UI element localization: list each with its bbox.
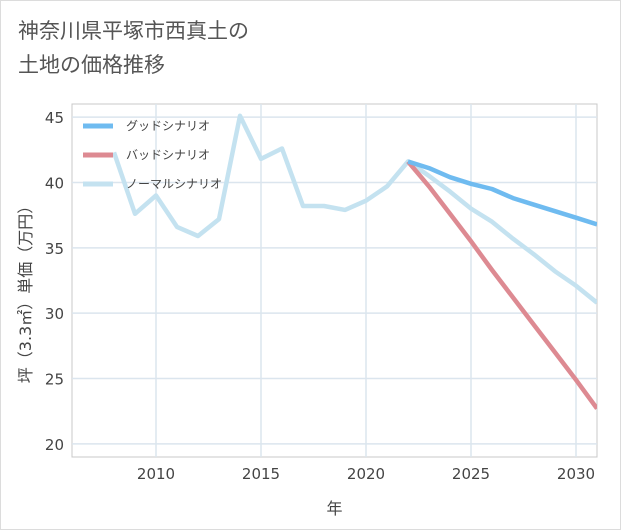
y-tick-label: 25 [45,371,64,389]
title-line-1: 神奈川県平塚市西真土の [18,19,249,43]
y-tick-label: 40 [45,174,64,192]
y-tick-label: 20 [45,436,64,454]
x-tick-label: 2015 [242,465,280,483]
x-tick-label: 2025 [452,465,490,483]
title-line-2: 土地の価格推移 [18,53,165,77]
x-axis-label: 年 [326,499,342,518]
legend-label-2: ノーマルシナリオ [126,177,222,191]
y-tick-label: 30 [45,305,64,323]
series-line-1 [406,160,597,410]
x-tick-label: 2010 [137,465,175,483]
y-axis-label: 坪（3.3㎡）単価（万円） [16,198,35,383]
series-line-0 [407,159,597,227]
plot-area-border [71,103,598,458]
chart-title: 神奈川県平塚市西真土の 土地の価格推移 [18,14,249,82]
series-line-2 [111,113,597,305]
legend-label-1: バッドシナリオ [126,148,210,162]
y-tick-label: 35 [45,240,64,258]
x-tick-label: 2020 [347,465,385,483]
y-tick-label: 45 [45,109,64,127]
legend-label-0: グッドシナリオ [126,119,210,133]
x-tick-label: 2030 [557,465,595,483]
